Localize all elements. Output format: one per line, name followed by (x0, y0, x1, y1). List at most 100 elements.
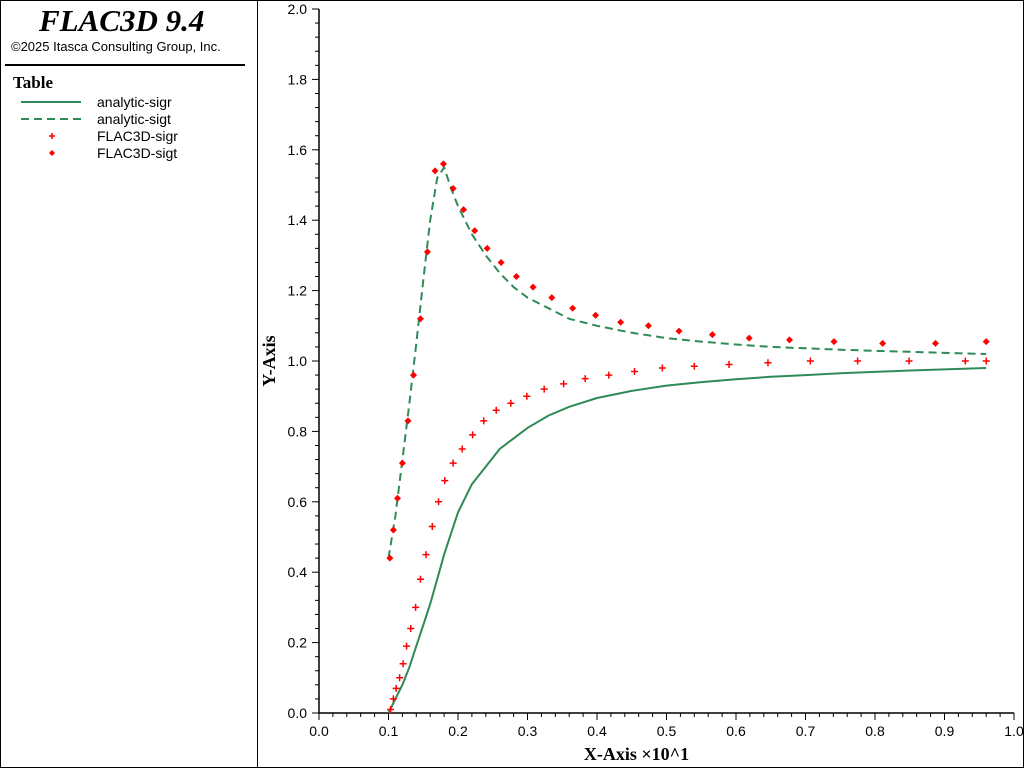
data-point-flac3d-sigt (410, 371, 418, 379)
data-point-flac3d-sigt (617, 318, 625, 326)
y-tick-label: 0.0 (288, 705, 308, 721)
x-tick-label: 0.5 (657, 723, 677, 739)
y-tick-label: 1.4 (288, 212, 308, 228)
data-point-flac3d-sigr (605, 371, 613, 379)
data-point-flac3d-sigt (644, 322, 652, 330)
data-point-flac3d-sigr (422, 551, 430, 559)
data-point-flac3d-sigt (548, 294, 556, 302)
y-tick-label: 1.2 (288, 283, 308, 299)
legend-item-analytic-sigr: analytic-sigr (21, 94, 251, 110)
chart-area: 0.0 0.1 0.2 0.3 0.4 0.5 0.6 0.7 0.8 0.9 1.0 0.0 0.2 0… (259, 1, 1023, 764)
data-point-flac3d-sigt (497, 258, 505, 266)
data-point-flac3d-sigt (449, 185, 457, 193)
data-point-flac3d-sigr (435, 498, 443, 506)
data-point-flac3d-sigt (398, 459, 406, 467)
data-point-flac3d-sigt (389, 526, 397, 534)
axis-ticks: 0.0 0.1 0.2 0.3 0.4 0.5 0.6 0.7 0.8 0.9 1.0 0.0 0.2 0… (288, 1, 1023, 739)
data-point-flac3d-sigt (471, 227, 479, 235)
app-title: FLAC3D 9.4 (39, 3, 205, 38)
data-point-flac3d-sigt (423, 248, 431, 256)
data-point-flac3d-sigr (492, 406, 500, 414)
data-point-flac3d-sigr (725, 361, 733, 369)
legend-item-flac3d-sigr: FLAC3D-sigr (21, 128, 251, 144)
data-point-flac3d-sigr (961, 357, 969, 365)
legend-label: analytic-sigr (97, 94, 172, 110)
data-point-flac3d-sigr (399, 660, 407, 668)
data-point-flac3d-sigr (449, 459, 457, 467)
y-tick-label: 1.8 (288, 71, 308, 87)
data-point-flac3d-sigr (523, 392, 531, 400)
data-point-flac3d-sigt (431, 167, 439, 175)
sidebar-divider (5, 64, 245, 66)
x-tick-label: 0.3 (518, 723, 538, 739)
data-point-flac3d-sigr (396, 674, 404, 682)
data-point-flac3d-sigr (540, 385, 548, 393)
data-point-flac3d-sigr (658, 364, 666, 372)
data-point-flac3d-sigt (931, 339, 939, 347)
data-point-flac3d-sigt (569, 304, 577, 312)
dashed-line-icon (21, 118, 81, 120)
data-point-flac3d-sigr (905, 357, 913, 365)
data-point-flac3d-sigr (403, 642, 411, 650)
legend-title: Table (13, 73, 54, 92)
x-axis-label: X-Axis ×10^1 (584, 744, 689, 764)
data-point-flac3d-sigr (469, 431, 477, 439)
data-point-flac3d-sigr (631, 368, 639, 376)
solid-line-icon (21, 101, 81, 103)
data-point-flac3d-sigr (560, 380, 568, 388)
data-point-flac3d-sigr (806, 357, 814, 365)
data-point-flac3d-sigr (389, 695, 397, 703)
data-point-flac3d-sigt (879, 339, 887, 347)
x-tick-label: 0.1 (379, 723, 399, 739)
data-point-flac3d-sigt (786, 336, 794, 344)
data-point-flac3d-sigt (439, 160, 447, 168)
x-tick-label: 1.0 (1004, 723, 1023, 739)
series-markers (386, 160, 990, 713)
series-lines (387, 165, 987, 714)
x-tick-label: 0.8 (865, 723, 885, 739)
data-point-flac3d-sigr (764, 359, 772, 367)
data-point-flac3d-sigr (480, 417, 488, 425)
data-point-flac3d-sigr (581, 375, 589, 383)
x-tick-label: 0.7 (796, 723, 816, 739)
x-tick-label: 0.0 (309, 723, 329, 739)
data-point-flac3d-sigr (507, 399, 515, 407)
series-line-analytic-sigt (387, 165, 987, 559)
x-tick-label: 0.4 (587, 723, 607, 739)
legend-item-flac3d-sigt: FLAC3D-sigt (21, 145, 251, 161)
data-point-flac3d-sigt (416, 315, 424, 323)
y-tick-label: 2.0 (288, 1, 308, 17)
y-tick-label: 0.4 (288, 564, 308, 580)
data-point-flac3d-sigr (428, 522, 436, 530)
legend-item-analytic-sigt: analytic-sigt (21, 111, 251, 127)
data-point-flac3d-sigt (529, 283, 537, 291)
plus-marker-icon (49, 133, 55, 139)
sidebar-panel: FLAC3D 9.4 ©2025 Itasca Consulting Group… (1, 1, 258, 767)
data-point-flac3d-sigr (392, 684, 400, 692)
data-point-flac3d-sigr (412, 603, 420, 611)
data-point-flac3d-sigt (830, 338, 838, 346)
x-tick-label: 0.9 (935, 723, 955, 739)
data-point-flac3d-sigt (982, 338, 990, 346)
y-tick-label: 1.0 (288, 353, 308, 369)
legend-label: FLAC3D-sigt (97, 145, 178, 161)
x-tick-label: 0.2 (448, 723, 468, 739)
data-point-flac3d-sigt (675, 327, 683, 335)
data-point-flac3d-sigt (483, 244, 491, 252)
y-tick-label: 0.8 (288, 423, 308, 439)
data-point-flac3d-sigr (458, 445, 466, 453)
data-point-flac3d-sigr (441, 477, 449, 485)
data-point-flac3d-sigt (745, 334, 753, 342)
copyright-text: ©2025 Itasca Consulting Group, Inc. (11, 39, 221, 54)
data-point-flac3d-sigr (387, 705, 395, 713)
data-point-flac3d-sigt (386, 554, 394, 562)
y-tick-label: 0.6 (288, 494, 308, 510)
data-point-flac3d-sigr (416, 575, 424, 583)
data-point-flac3d-sigr (690, 362, 698, 370)
data-point-flac3d-sigt (708, 331, 716, 339)
data-point-flac3d-sigt (512, 273, 520, 281)
data-point-flac3d-sigt (592, 311, 600, 319)
data-point-flac3d-sigt (404, 417, 412, 425)
legend-label: analytic-sigt (97, 111, 171, 127)
